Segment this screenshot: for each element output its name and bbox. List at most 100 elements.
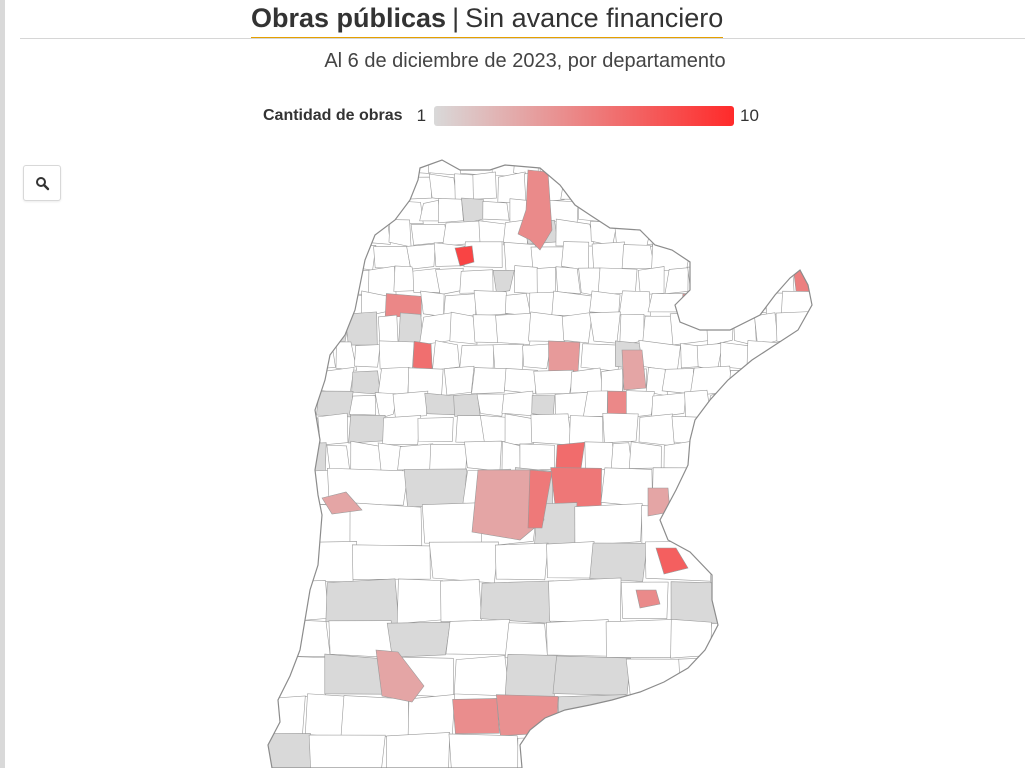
department-region[interactable] xyxy=(284,269,314,294)
department-region[interactable] xyxy=(262,312,287,345)
department-region[interactable] xyxy=(636,173,673,204)
department-region[interactable] xyxy=(644,197,683,221)
department-region[interactable] xyxy=(745,173,772,203)
department-region[interactable] xyxy=(459,269,494,294)
department-region[interactable] xyxy=(704,198,736,223)
department-region[interactable] xyxy=(378,340,415,372)
department-region[interactable] xyxy=(766,222,788,247)
department-region[interactable] xyxy=(262,695,306,738)
department-region[interactable] xyxy=(261,442,302,471)
department-region[interactable] xyxy=(600,467,653,508)
department-region[interactable] xyxy=(787,219,823,248)
department-region[interactable] xyxy=(794,542,834,584)
department-region[interactable] xyxy=(546,541,595,579)
department-region[interactable] xyxy=(651,243,692,271)
department-region[interactable] xyxy=(822,266,844,296)
department-region[interactable] xyxy=(318,293,341,315)
department-region[interactable] xyxy=(396,578,443,624)
department-region[interactable] xyxy=(756,244,781,272)
department-region[interactable] xyxy=(293,150,314,175)
department-region[interactable] xyxy=(687,266,710,297)
department-region[interactable] xyxy=(792,266,823,296)
department-region[interactable] xyxy=(326,444,350,470)
department-region[interactable] xyxy=(638,413,675,447)
department-region[interactable] xyxy=(750,391,774,416)
department-region[interactable] xyxy=(555,441,586,471)
department-region[interactable] xyxy=(456,147,496,177)
department-region[interactable] xyxy=(440,579,482,623)
department-region[interactable] xyxy=(793,694,866,739)
department-region[interactable] xyxy=(687,243,729,268)
department-region[interactable] xyxy=(492,343,524,370)
department-region[interactable] xyxy=(647,293,687,313)
department-region[interactable] xyxy=(642,315,676,346)
department-region[interactable] xyxy=(766,149,790,175)
department-region[interactable] xyxy=(300,172,343,203)
department-region[interactable] xyxy=(635,589,661,609)
department-region[interactable] xyxy=(799,200,820,221)
department-region[interactable] xyxy=(571,149,596,173)
department-region[interactable] xyxy=(813,655,865,694)
department-region[interactable] xyxy=(621,244,655,269)
department-region[interactable] xyxy=(546,619,609,657)
department-region[interactable] xyxy=(453,655,510,697)
department-region[interactable] xyxy=(605,619,674,658)
department-region[interactable] xyxy=(701,291,729,316)
department-region[interactable] xyxy=(602,412,639,444)
department-region[interactable] xyxy=(324,241,347,272)
department-region[interactable] xyxy=(453,393,481,417)
department-region[interactable] xyxy=(550,467,602,508)
department-region[interactable] xyxy=(260,504,304,547)
department-region[interactable] xyxy=(335,341,358,371)
department-region[interactable] xyxy=(412,267,440,293)
department-region[interactable] xyxy=(407,694,456,736)
department-region[interactable] xyxy=(445,619,511,656)
department-region[interactable] xyxy=(531,395,555,418)
department-region[interactable] xyxy=(530,413,573,446)
department-region[interactable] xyxy=(377,314,399,346)
department-region[interactable] xyxy=(504,654,558,699)
department-region[interactable] xyxy=(775,370,818,395)
department-region[interactable] xyxy=(677,693,753,735)
department-region[interactable] xyxy=(471,469,545,541)
department-region[interactable] xyxy=(424,392,457,416)
department-region[interactable] xyxy=(264,733,312,768)
department-region[interactable] xyxy=(443,293,477,317)
department-region[interactable] xyxy=(504,293,532,317)
department-region[interactable] xyxy=(610,174,638,202)
department-region[interactable] xyxy=(661,368,694,395)
department-region[interactable] xyxy=(314,312,351,342)
department-region[interactable] xyxy=(557,694,628,736)
department-region[interactable] xyxy=(548,577,622,624)
department-region[interactable] xyxy=(349,394,376,416)
department-region[interactable] xyxy=(375,649,425,703)
department-region[interactable] xyxy=(454,245,475,267)
department-region[interactable] xyxy=(308,734,386,768)
department-region[interactable] xyxy=(626,390,655,419)
department-region[interactable] xyxy=(561,241,590,272)
department-region[interactable] xyxy=(818,291,843,317)
department-region[interactable] xyxy=(733,221,774,245)
department-region[interactable] xyxy=(448,733,520,768)
department-region[interactable] xyxy=(809,339,836,371)
department-region[interactable] xyxy=(386,621,451,658)
department-region[interactable] xyxy=(637,150,668,177)
department-region[interactable] xyxy=(527,469,553,529)
department-region[interactable] xyxy=(814,149,851,176)
department-region[interactable] xyxy=(621,349,647,391)
department-region[interactable] xyxy=(377,366,410,396)
department-region[interactable] xyxy=(663,735,740,768)
department-region[interactable] xyxy=(264,291,294,317)
department-region[interactable] xyxy=(708,267,740,294)
department-region[interactable] xyxy=(282,314,317,346)
department-region[interactable] xyxy=(342,245,377,271)
department-region[interactable] xyxy=(403,468,467,508)
department-region[interactable] xyxy=(590,220,618,246)
department-region[interactable] xyxy=(522,343,552,370)
department-region[interactable] xyxy=(618,290,651,317)
department-region[interactable] xyxy=(331,147,354,178)
department-region[interactable] xyxy=(312,148,337,177)
department-region[interactable] xyxy=(289,391,315,420)
department-region[interactable] xyxy=(501,390,535,417)
department-region[interactable] xyxy=(279,197,303,225)
